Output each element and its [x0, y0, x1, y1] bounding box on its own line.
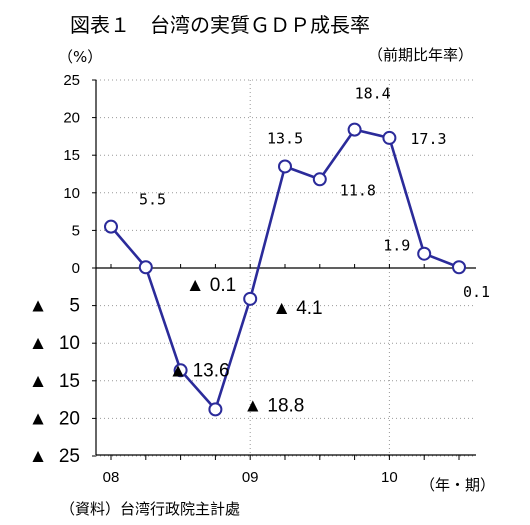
data-label: 18.4	[355, 85, 391, 103]
x-tick-label: 08	[103, 469, 120, 486]
grid-lines	[96, 79, 476, 457]
data-label-negative-marker: ▲	[272, 298, 291, 319]
data-point	[382, 130, 397, 145]
y-tick-label: 15	[59, 371, 80, 392]
data-label: 0.1	[463, 283, 490, 301]
data-point	[417, 246, 432, 261]
y-tick-label: 10	[59, 333, 80, 354]
y-tick-label: 20	[59, 408, 80, 429]
data-point	[312, 172, 327, 187]
y-tick-label: 5	[69, 296, 80, 317]
chart-subtitle: （前期比年率）	[368, 46, 473, 64]
chart-title: 図表１ 台湾の実質ＧＤＰ成長率	[70, 13, 370, 37]
data-labels: 5.5▲ 0.1▲ 13.6▲ 18.8▲ 4.113.511.818.417.31.9…	[139, 85, 490, 417]
data-label: 13.6	[193, 360, 230, 381]
source-note: （資料）台湾行政院主計處	[60, 500, 240, 518]
data-label: 1.9	[383, 237, 410, 255]
data-label: 18.8	[267, 395, 304, 416]
data-label-negative-marker: ▲	[169, 360, 188, 381]
y-tick-label: 25	[63, 72, 80, 89]
x-axis-label: （年・期）	[420, 476, 495, 494]
y-tick-label: 15	[63, 147, 80, 164]
data-point	[104, 219, 118, 234]
y-tick-negative-marker: ▲	[29, 296, 48, 317]
data-label: 0.1	[210, 275, 236, 296]
y-tick-negative-marker: ▲	[29, 408, 48, 429]
data-label-negative-marker: ▲	[243, 395, 262, 416]
y-tick-label: 25	[59, 446, 80, 467]
plot-area	[104, 122, 466, 417]
y-tick-label: 5	[72, 222, 80, 239]
axes	[92, 79, 476, 460]
data-label-negative-marker: ▲	[186, 275, 205, 296]
y-axis-label: （%）	[58, 48, 102, 66]
data-point	[278, 159, 292, 174]
data-label: 11.8	[340, 181, 376, 199]
y-tick-negative-marker: ▲	[29, 371, 48, 392]
data-point	[243, 291, 258, 306]
data-point	[452, 260, 466, 275]
data-point	[138, 260, 153, 275]
data-label: 5.5	[139, 191, 166, 209]
data-label: 13.5	[267, 129, 303, 147]
x-tick-label: 09	[242, 469, 259, 486]
y-tick-labels: 25 20 15 10 5 0 ▲ 5 ▲ 10 ▲ 15 ▲ 20 ▲ 25	[29, 72, 80, 467]
data-point	[208, 402, 223, 417]
y-tick-negative-marker: ▲	[29, 446, 48, 467]
y-tick-negative-marker: ▲	[29, 333, 48, 354]
data-label: 17.3	[410, 130, 446, 148]
y-tick-label: 10	[63, 185, 80, 202]
data-label: 4.1	[296, 298, 322, 319]
x-tick-labels: 08 09 10	[103, 469, 398, 486]
x-tick-label: 10	[381, 469, 398, 486]
y-tick-label: 20	[63, 110, 80, 127]
y-tick-label: 0	[72, 260, 80, 277]
data-point	[173, 363, 188, 378]
data-point	[347, 122, 362, 137]
